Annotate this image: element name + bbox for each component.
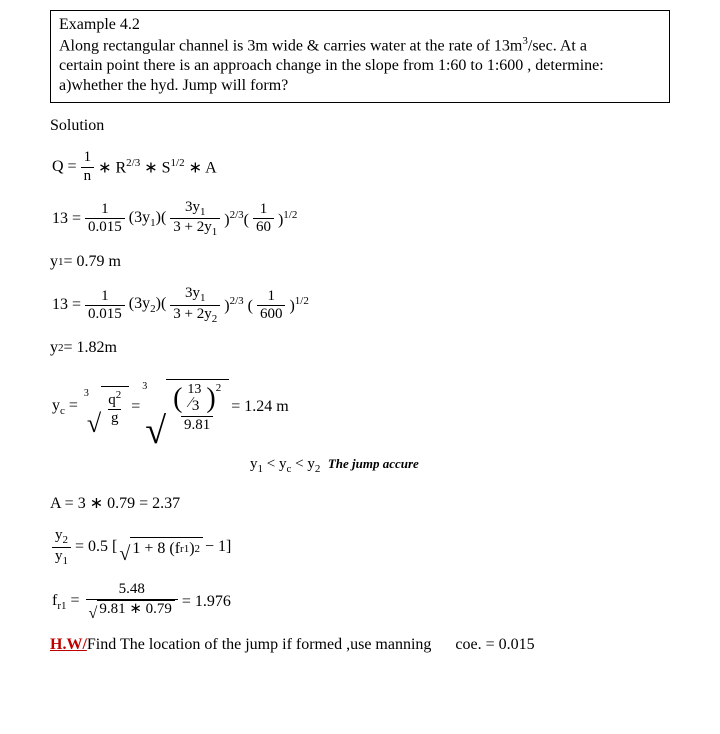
radical-icon: √ xyxy=(119,539,130,560)
example-line-3: a)whether the hyd. Jump will form? xyxy=(59,76,661,96)
area-calc: A = 3 ∗ 0.79 = 2.37 xyxy=(50,493,670,513)
yc-root-1: 3 √ q2 g xyxy=(84,386,129,428)
equation-y1-solve: 13 = 1 0.015 (3y1)( 3y1 3 + 2y1 )2/3( 1 … xyxy=(50,199,670,239)
eq3-close2: )1/2 xyxy=(289,295,308,315)
page: Example 4.2 Along rectangular channel is… xyxy=(0,0,720,684)
eq1-r: ∗ R2/3 ∗ S1/2 ∗ A xyxy=(98,157,217,177)
eq3-f2: 3y1 3 + 2y2 xyxy=(170,285,220,325)
solution-label: Solution xyxy=(50,117,670,135)
equation-yc: yc = 3 √ q2 g = 3 √ ( xyxy=(50,379,670,434)
example-line-1b: /sec. At a xyxy=(528,37,587,54)
radical-icon: √ xyxy=(87,390,101,432)
eq2-3y1: (3y1)( xyxy=(129,209,166,229)
ratio-root: √ 1 + 8 (fr1)2 xyxy=(119,537,203,558)
fr1-lhs: fr1 = xyxy=(52,592,80,612)
eq1-lhs: Q = xyxy=(52,158,77,176)
eq3-f3: 1 600 xyxy=(257,288,286,324)
radical-icon: √ xyxy=(145,387,166,442)
yc-lhs: yc = xyxy=(52,397,78,417)
example-line-2: certain point there is an approach chang… xyxy=(59,56,661,76)
depth-ratio: y2 y1 = 0.5 [ √ 1 + 8 (fr1)2 − 1] xyxy=(50,527,670,567)
eq2-f3: 1 60 xyxy=(253,201,274,237)
hw-label: H.W/ xyxy=(50,636,87,653)
eq3-3y2: (3y2)( xyxy=(129,295,166,315)
example-line-1: Along rectangular channel is 3m wide & c… xyxy=(59,35,661,56)
example-box: Example 4.2 Along rectangular channel is… xyxy=(50,10,670,103)
homework-line: H.W/Find The location of the jump if for… xyxy=(50,636,670,654)
ratio-frac: y2 y1 xyxy=(52,527,71,567)
eq3-lhs: 13 = xyxy=(52,296,81,314)
jump-condition: y1 < yc < y2 The jump accure xyxy=(250,456,670,475)
yc-root-2: 3 √ ( 13 ∕3 ) 2 xyxy=(142,379,229,434)
eq3-f1: 1 0.015 xyxy=(85,288,125,324)
y2-result: y2 = 1.82m xyxy=(50,339,670,357)
fr1-frac: 5.48 √ 9.81 ∗ 0.79 xyxy=(86,581,178,622)
fr1-rhs: = 1.976 xyxy=(182,593,231,611)
eq2-f1: 1 0.015 xyxy=(85,201,125,237)
equation-y2-solve: 13 = 1 0.015 (3y2)( 3y1 3 + 2y2 )2/3 ( 1… xyxy=(50,285,670,325)
eq2-close1: )2/3( xyxy=(224,209,249,229)
y1-result: y1 = 0.79 m xyxy=(50,253,670,271)
eq2-lhs: 13 = xyxy=(52,210,81,228)
froude-number: fr1 = 5.48 √ 9.81 ∗ 0.79 = 1.976 xyxy=(50,581,670,622)
hw-coe: coe. = 0.015 xyxy=(455,636,534,653)
jump-note-text: The jump accure xyxy=(328,456,419,471)
eq3-close1: )2/3 ( xyxy=(224,295,253,315)
eq2-f2: 3y1 3 + 2y1 xyxy=(170,199,220,239)
eq1-frac-1n: 1 n xyxy=(81,149,95,185)
equation-manning-q: Q = 1 n ∗ R2/3 ∗ S1/2 ∗ A xyxy=(50,149,670,185)
yc-rhs: = 1.24 m xyxy=(231,398,288,416)
hw-text: Find The location of the jump if formed … xyxy=(87,636,432,653)
example-line-1a: Along rectangular channel is 3m wide & c… xyxy=(59,37,522,54)
radical-icon: √ xyxy=(89,601,98,619)
eq2-close2: )1/2 xyxy=(278,209,297,229)
example-title: Example 4.2 xyxy=(59,15,661,35)
